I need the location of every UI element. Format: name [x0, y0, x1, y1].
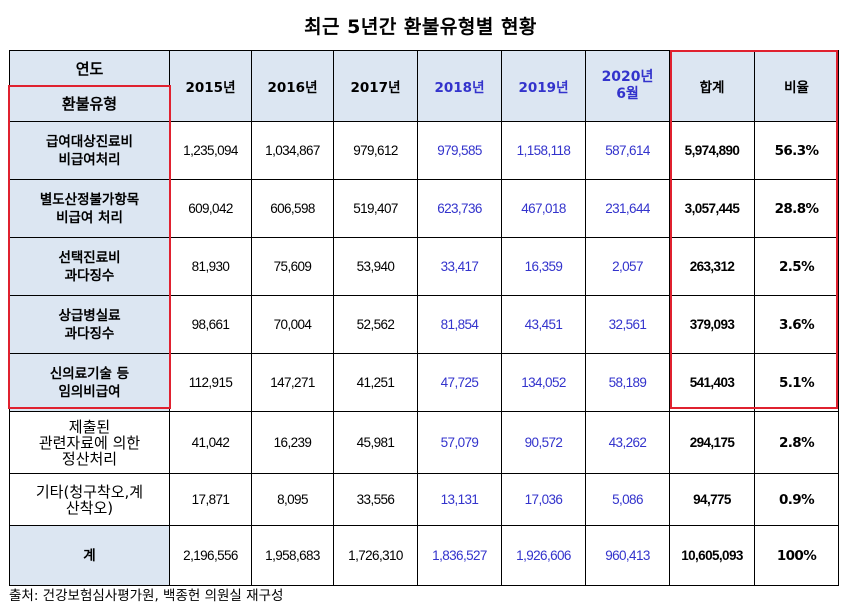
value-cell: 587,614 — [585, 121, 670, 180]
value-cell: 1,034,867 — [251, 121, 334, 180]
row-label: 상급병실료 과다징수 — [9, 295, 170, 354]
value-cell: 2,196,556 — [169, 525, 252, 586]
value-cell: 33,556 — [333, 473, 418, 526]
value-cell: 41,042 — [169, 411, 252, 474]
value-cell: 147,271 — [251, 353, 334, 412]
refund-type-table: 연도 환불유형 2015년 2016년 2017년 2018년 2019년 20… — [9, 50, 839, 586]
value-cell: 52,562 — [333, 295, 418, 354]
value-cell: 47,725 — [417, 353, 502, 412]
table-row: 별도산정불가항목 비급여 처리 609,042 606,598 519,407 623,… — [9, 179, 839, 238]
table-row: 선택진료비 과다징수 81,930 75,609 53,940 33,417 16,359… — [9, 237, 839, 296]
value-cell: 1,235,094 — [169, 121, 252, 180]
ratio-cell: 2.5% — [754, 237, 839, 296]
value-cell: 33,417 — [417, 237, 502, 296]
value-cell: 5,086 — [585, 473, 670, 526]
value-cell: 41,251 — [333, 353, 418, 412]
col-header: 2015년 — [169, 50, 252, 122]
col-header: 2016년 — [251, 50, 334, 122]
col-header-total: 합계 — [669, 50, 755, 122]
page-title: 최근 5년간 환불유형별 현황 — [304, 16, 537, 38]
value-cell: 609,042 — [169, 179, 252, 238]
ratio-cell: 2.8% — [754, 411, 839, 474]
value-cell: 519,407 — [333, 179, 418, 238]
value-cell: 231,644 — [585, 179, 670, 238]
ratio-cell: 0.9% — [754, 473, 839, 526]
value-cell: 57,079 — [417, 411, 502, 474]
row-label: 별도산정불가항목 비급여 처리 — [9, 179, 170, 238]
total-cell: 263,312 — [669, 237, 755, 296]
value-cell: 70,004 — [251, 295, 334, 354]
row-label: 급여대상진료비 비급여처리 — [9, 121, 170, 180]
value-cell: 979,612 — [333, 121, 418, 180]
row-label: 제출된 관련자료에 의한 정산처리 — [9, 411, 170, 474]
value-cell: 43,451 — [501, 295, 586, 354]
table-row: 상급병실료 과다징수 98,661 70,004 52,562 81,854 43,451… — [9, 295, 839, 354]
value-cell: 90,572 — [501, 411, 586, 474]
total-cell: 541,403 — [669, 353, 755, 412]
value-cell: 81,854 — [417, 295, 502, 354]
value-cell: 8,095 — [251, 473, 334, 526]
total-cell: 94,775 — [669, 473, 755, 526]
ratio-cell: 5.1% — [754, 353, 839, 412]
value-cell: 1,726,310 — [333, 525, 418, 586]
col-header: 2018년 — [417, 50, 502, 122]
value-cell: 16,359 — [501, 237, 586, 296]
table-row: 신의료기술 등 임의비급여 112,915 147,271 41,251 47,725 1… — [9, 353, 839, 412]
ratio-cell: 100% — [754, 525, 839, 586]
value-cell: 1,158,118 — [501, 121, 586, 180]
value-cell: 1,836,527 — [417, 525, 502, 586]
table-row: 제출된 관련자료에 의한 정산처리 41,042 16,239 45,981 57,07… — [9, 411, 839, 474]
value-cell: 98,661 — [169, 295, 252, 354]
year-label: 연도 — [75, 59, 104, 78]
value-cell: 1,958,683 — [251, 525, 334, 586]
value-cell: 623,736 — [417, 179, 502, 238]
value-cell: 606,598 — [251, 179, 334, 238]
value-cell: 467,018 — [501, 179, 586, 238]
value-cell: 58,189 — [585, 353, 670, 412]
value-cell: 13,131 — [417, 473, 502, 526]
value-cell: 45,981 — [333, 411, 418, 474]
value-cell: 32,561 — [585, 295, 670, 354]
header-row: 연도 환불유형 2015년 2016년 2017년 2018년 2019년 20… — [9, 50, 839, 122]
source-note: 출처: 건강보험심사평가원, 백종헌 의원실 재구성 — [9, 588, 284, 604]
total-cell: 294,175 — [669, 411, 755, 474]
total-cell: 379,093 — [669, 295, 755, 354]
row-label: 기타(청구착오,계 산착오) — [9, 473, 170, 526]
corner-header-cell: 연도 환불유형 — [9, 50, 170, 122]
value-cell: 16,239 — [251, 411, 334, 474]
total-cell: 5,974,890 — [669, 121, 755, 180]
col-header-ratio: 비율 — [754, 50, 839, 122]
ratio-cell: 56.3% — [754, 121, 839, 180]
total-cell: 10,605,093 — [669, 525, 755, 586]
value-cell: 43,262 — [585, 411, 670, 474]
row-label: 신의료기술 등 임의비급여 — [9, 353, 170, 412]
col-header: 2019년 — [501, 50, 586, 122]
value-cell: 75,609 — [251, 237, 334, 296]
value-cell: 134,052 — [501, 353, 586, 412]
value-cell: 979,585 — [417, 121, 502, 180]
table-row: 급여대상진료비 비급여처리 1,235,094 1,034,867 979,612 97… — [9, 121, 839, 180]
value-cell: 112,915 — [169, 353, 252, 412]
value-cell: 81,930 — [169, 237, 252, 296]
ratio-cell: 28.8% — [754, 179, 839, 238]
value-cell: 1,926,606 — [501, 525, 586, 586]
row-label: 선택진료비 과다징수 — [9, 237, 170, 296]
value-cell: 17,871 — [169, 473, 252, 526]
total-cell: 3,057,445 — [669, 179, 755, 238]
value-cell: 53,940 — [333, 237, 418, 296]
value-cell: 960,413 — [585, 525, 670, 586]
ratio-cell: 3.6% — [754, 295, 839, 354]
table-row: 계 2,196,556 1,958,683 1,726,310 1,836,527 1,9… — [9, 525, 839, 586]
value-cell: 17,036 — [501, 473, 586, 526]
value-cell: 2,057 — [585, 237, 670, 296]
table-row: 기타(청구착오,계 산착오) 17,871 8,095 33,556 13,131 17,… — [9, 473, 839, 526]
col-header-2020: 2020년 6월 — [585, 50, 670, 122]
row-label: 계 — [9, 525, 170, 586]
refund-type-label: 환불유형 — [10, 85, 169, 121]
col-header: 2017년 — [333, 50, 418, 122]
